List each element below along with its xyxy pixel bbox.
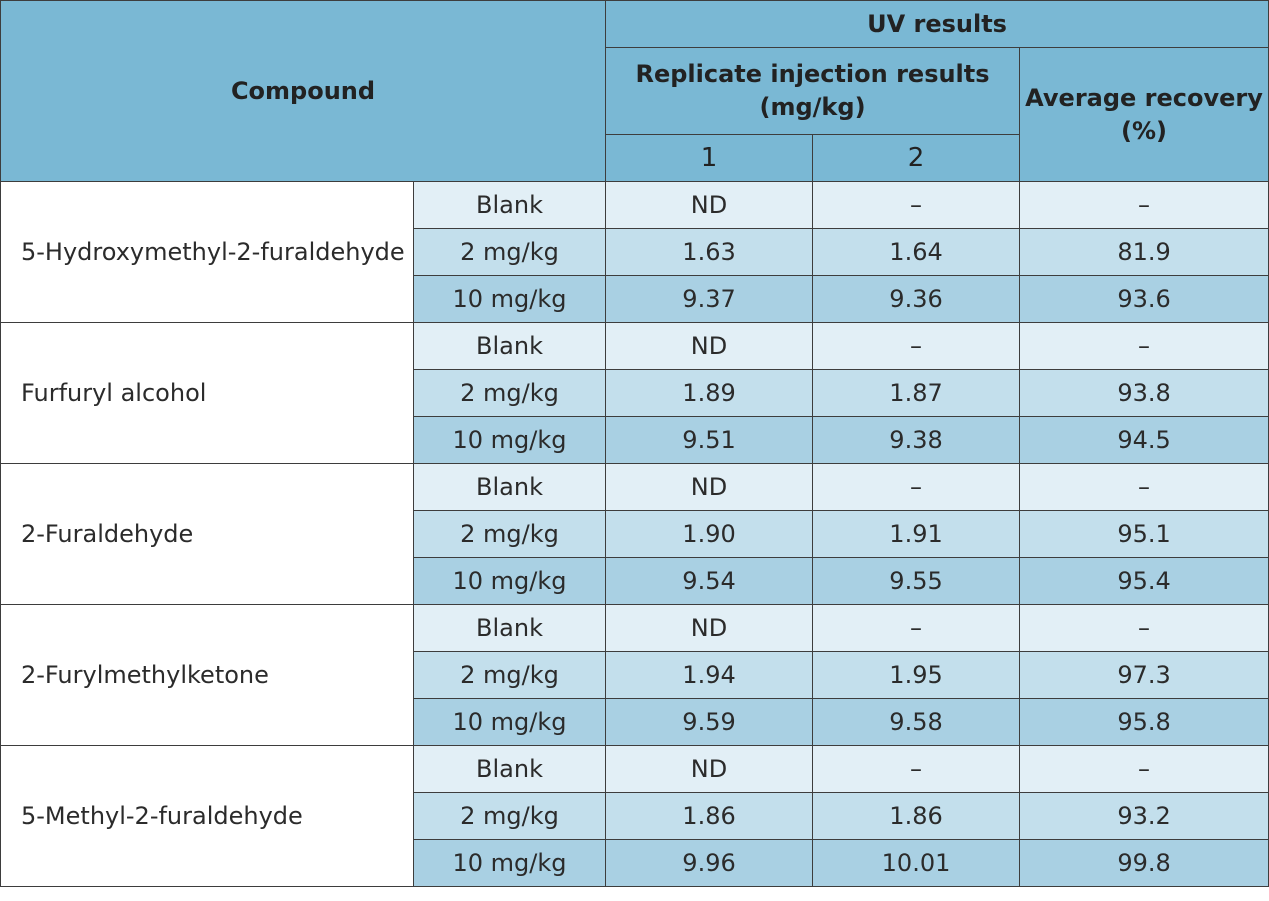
table-row: 2 mg/kg 1.90 1.91 95.1 — [1, 510, 1269, 558]
spike-level: Blank — [412, 322, 607, 370]
average-recovery-value: 94.5 — [1019, 416, 1269, 464]
compound-name: 2-Furaldehyde — [0, 463, 414, 605]
spike-level: 10 mg/kg — [412, 416, 607, 464]
average-recovery-value: – — [1019, 181, 1269, 229]
table-row: 10 mg/kg 9.37 9.36 93.6 — [1, 275, 1269, 323]
average-recovery-value: – — [1019, 463, 1269, 511]
spike-level: 10 mg/kg — [412, 698, 607, 746]
replicate-1-value: 1.94 — [605, 651, 814, 699]
average-recovery-value: – — [1019, 604, 1269, 652]
replicate-header: Replicate injection results (mg/kg) — [605, 47, 1021, 135]
spike-level: 2 mg/kg — [412, 651, 607, 699]
average-recovery-value: 81.9 — [1019, 228, 1269, 276]
replicate-2-value: 1.91 — [812, 510, 1021, 558]
replicate-2-value: 1.64 — [812, 228, 1021, 276]
replicate-1-value: 1.90 — [605, 510, 814, 558]
table-row: 10 mg/kg 9.96 10.01 99.8 — [1, 839, 1269, 887]
spike-level: 10 mg/kg — [412, 839, 607, 887]
replicate-1-value: ND — [605, 745, 814, 793]
replicate-2-value: 9.36 — [812, 275, 1021, 323]
table-row: Furfuryl alcohol Blank ND – – — [0, 322, 1269, 464]
compound-name: 5-Hydroxymethyl-2-furaldehyde — [0, 181, 414, 323]
average-recovery-value: 95.1 — [1019, 510, 1269, 558]
table-row: 2 mg/kg 1.63 1.64 81.9 — [1, 228, 1269, 276]
average-recovery-value: 97.3 — [1019, 651, 1269, 699]
table-row: 2-Furaldehyde Blank ND – – — [0, 463, 1269, 605]
replicate-1-value: 9.59 — [605, 698, 814, 746]
spike-level: 10 mg/kg — [412, 557, 607, 605]
replicate-1-value: ND — [605, 604, 814, 652]
table-row: 5-Methyl-2-furaldehyde Blank ND – – — [0, 745, 1269, 887]
average-recovery-value: 99.8 — [1019, 839, 1269, 887]
spike-level: 2 mg/kg — [412, 369, 607, 417]
replicate-1-value: ND — [605, 463, 814, 511]
replicate-1-value: 9.51 — [605, 416, 814, 464]
table-row: 5-Hydroxymethyl-2-furaldehyde Blank ND – – — [0, 181, 1269, 323]
compound-header: Compound — [0, 0, 607, 182]
spike-level: Blank — [412, 745, 607, 793]
replicate-2-value: 1.95 — [812, 651, 1021, 699]
average-recovery-value: 93.2 — [1019, 792, 1269, 840]
average-recovery-value: – — [1019, 745, 1269, 793]
spike-level: Blank — [412, 181, 607, 229]
table-row: 10 mg/kg 9.54 9.55 95.4 — [1, 557, 1269, 605]
spike-level: 2 mg/kg — [412, 792, 607, 840]
spike-level: 2 mg/kg — [412, 228, 607, 276]
table-header: Compound UV results Replicate injection … — [0, 0, 1269, 182]
replicate-2-value: – — [812, 745, 1021, 793]
spike-level: 10 mg/kg — [412, 275, 607, 323]
replicate-2-value: 1.87 — [812, 369, 1021, 417]
table-row: 10 mg/kg 9.59 9.58 95.8 — [1, 698, 1269, 746]
average-recovery-value: 95.4 — [1019, 557, 1269, 605]
table-row: 2 mg/kg 1.89 1.87 93.8 — [1, 369, 1269, 417]
table-row: 2-Furylmethylketone Blank ND – – — [0, 604, 1269, 746]
replicate-1-value: 9.37 — [605, 275, 814, 323]
average-recovery-value: 93.8 — [1019, 369, 1269, 417]
replicate-1-value: 1.89 — [605, 369, 814, 417]
replicate-2-value: 10.01 — [812, 839, 1021, 887]
spike-level: 2 mg/kg — [412, 510, 607, 558]
spike-level: Blank — [412, 463, 607, 511]
replicate-1-value: ND — [605, 181, 814, 229]
compound-name: 5-Methyl-2-furaldehyde — [0, 745, 414, 887]
replicate-2-value: – — [812, 181, 1021, 229]
replicate-2-header: 2 — [812, 134, 1021, 182]
replicate-2-value: 1.86 — [812, 792, 1021, 840]
table-row: 2 mg/kg 1.94 1.95 97.3 — [1, 651, 1269, 699]
replicate-1-value: 9.54 — [605, 557, 814, 605]
replicate-1-header: 1 — [605, 134, 814, 182]
average-recovery-value: – — [1019, 322, 1269, 370]
average-recovery-value: 95.8 — [1019, 698, 1269, 746]
replicate-2-value: 9.55 — [812, 557, 1021, 605]
spike-level: Blank — [412, 604, 607, 652]
replicate-2-value: – — [812, 463, 1021, 511]
replicate-1-value: 1.86 — [605, 792, 814, 840]
replicate-2-value: – — [812, 604, 1021, 652]
replicate-1-value: 9.96 — [605, 839, 814, 887]
replicate-1-value: 1.63 — [605, 228, 814, 276]
table-body: 5-Hydroxymethyl-2-furaldehyde Blank ND – –2 … — [0, 181, 1269, 887]
replicate-1-value: ND — [605, 322, 814, 370]
replicate-2-value: 9.58 — [812, 698, 1021, 746]
average-recovery-header: Average recovery (%) — [1019, 47, 1269, 182]
replicate-2-value: – — [812, 322, 1021, 370]
uv-results-header: UV results — [605, 0, 1269, 48]
compound-name: 2-Furylmethylketone — [0, 604, 414, 746]
replicate-2-value: 9.38 — [812, 416, 1021, 464]
compound-name: Furfuryl alcohol — [0, 322, 414, 464]
average-recovery-value: 93.6 — [1019, 275, 1269, 323]
